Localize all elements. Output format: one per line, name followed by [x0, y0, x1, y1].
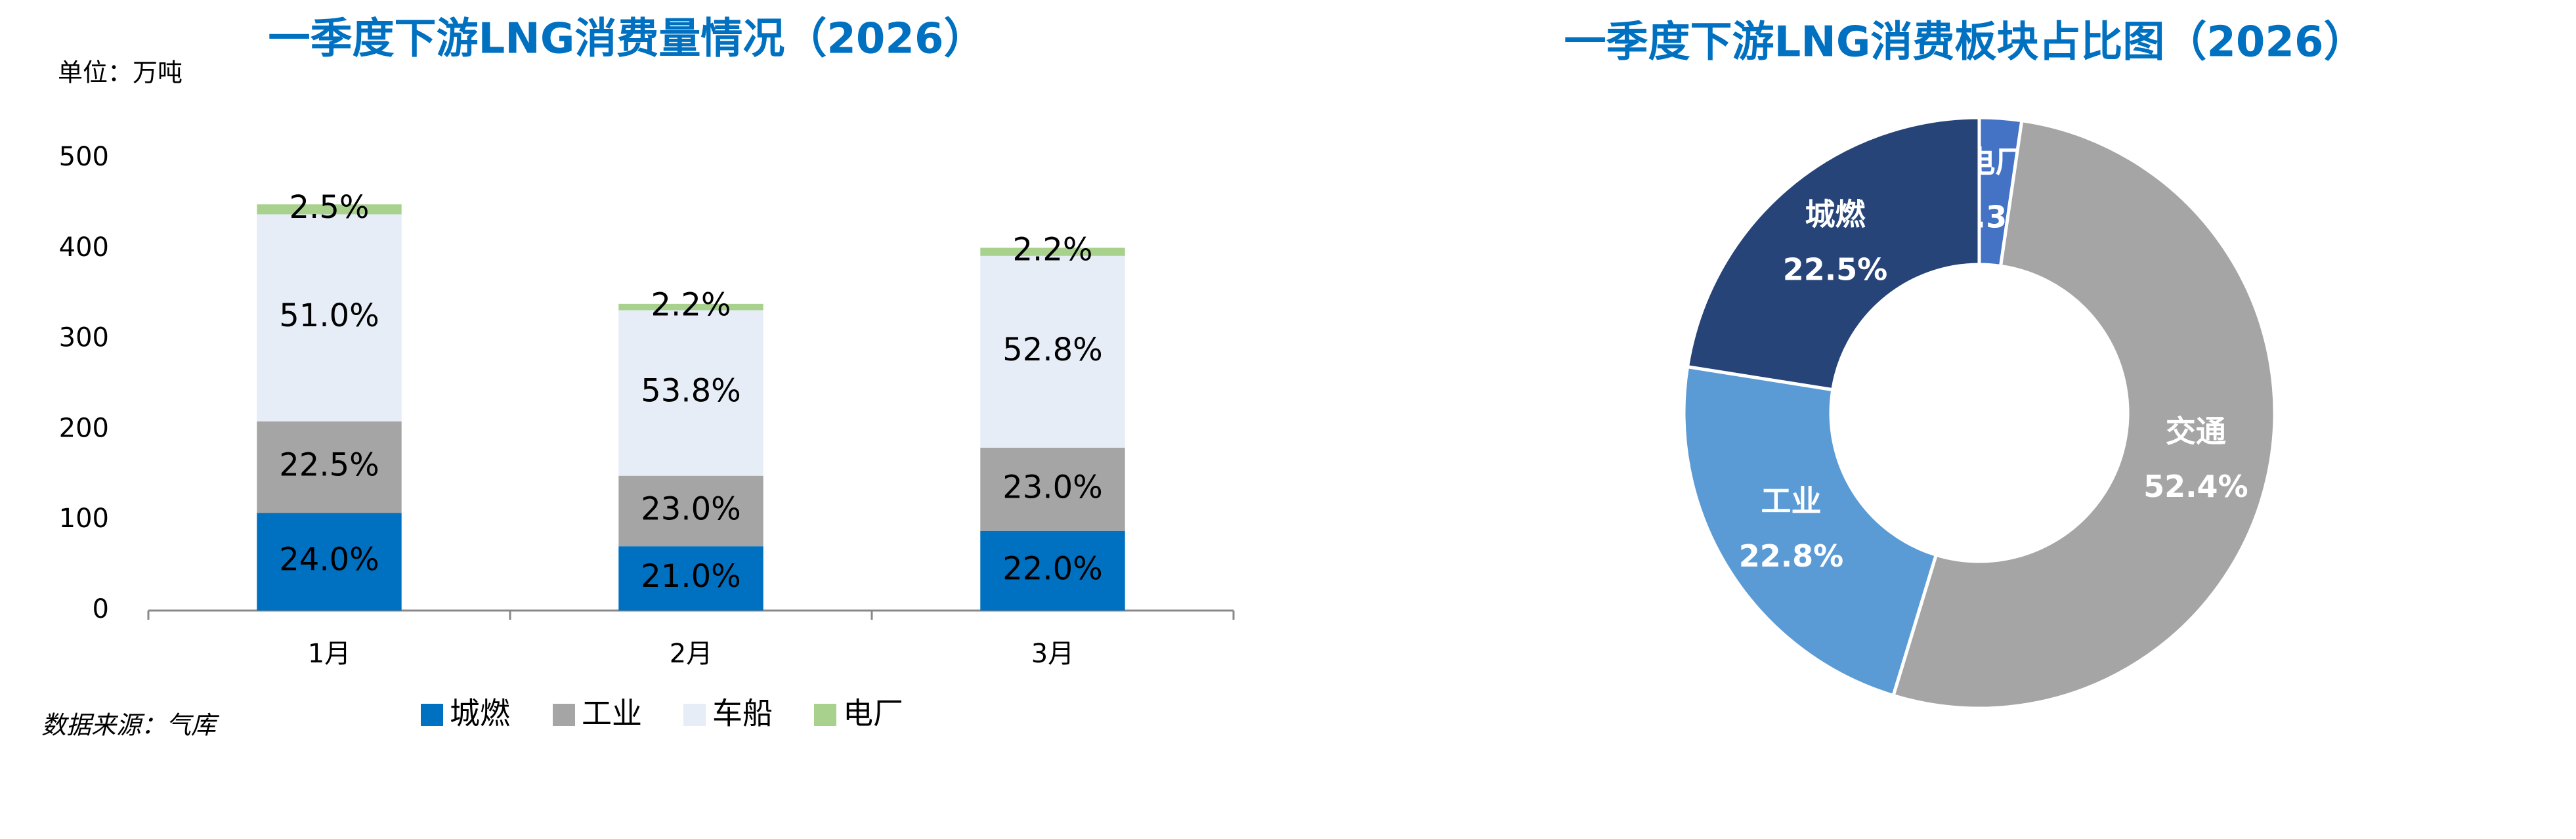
- bar-segment: [980, 447, 1125, 531]
- data-label: 22.0%: [1002, 550, 1102, 587]
- data-label: 22.5%: [1783, 251, 1888, 287]
- slice-label: 工业: [1761, 483, 1821, 519]
- legend-label: 车船: [712, 696, 773, 731]
- data-label: 22.5%: [279, 447, 379, 484]
- data-label: 2.5%: [290, 189, 370, 226]
- data-label: 2.2%: [651, 287, 731, 324]
- data-label: 2.2%: [1013, 232, 1093, 269]
- data-label: 52.8%: [1002, 332, 1102, 368]
- bar-segment: [618, 303, 763, 311]
- chart-title: 一季度下游LNG消费量情况（2026）: [268, 15, 986, 64]
- donut-slice: [1682, 364, 1939, 698]
- y-tick-label: 100: [59, 504, 109, 534]
- legend-label: 城燃: [450, 696, 510, 731]
- x-tick-label: 1月: [308, 639, 351, 669]
- data-label: 22.8%: [1739, 538, 1844, 574]
- data-label: 23.0%: [1002, 469, 1102, 506]
- bar-segment: [618, 475, 763, 547]
- legend-swatch: [421, 704, 443, 726]
- slice-label: 交通: [2166, 414, 2226, 449]
- slice-label: 城燃: [1805, 196, 1866, 232]
- y-tick-label: 200: [59, 413, 109, 443]
- bar-segment: [980, 530, 1125, 611]
- donut-slice: [1891, 118, 2277, 710]
- bar-segment: [980, 255, 1125, 448]
- donut-slice: [1685, 116, 1981, 392]
- data-label: 23.0%: [641, 490, 741, 527]
- y-tick-label: 400: [59, 232, 109, 263]
- bar-segment: [257, 421, 402, 513]
- bar-segment: [257, 204, 402, 215]
- y-tick-label: 500: [59, 142, 109, 172]
- legend-swatch: [814, 704, 836, 726]
- chart-title: 一季度下游LNG消费板块占比图（2026）: [1564, 18, 2366, 67]
- bar-segment: [257, 513, 402, 611]
- unit-label: 单位：万吨: [58, 58, 182, 87]
- x-tick-label: 3月: [1031, 639, 1074, 669]
- data-label: 51.0%: [279, 297, 379, 334]
- bar-segment: [618, 310, 763, 476]
- y-tick-label: 0: [93, 594, 109, 624]
- bar-segment: [257, 214, 402, 421]
- data-label: 21.0%: [641, 558, 741, 595]
- data-label: 53.8%: [641, 373, 741, 410]
- legend-swatch: [683, 704, 706, 726]
- bar-segment: [980, 247, 1125, 256]
- x-tick-label: 2月: [670, 639, 712, 669]
- y-tick-label: 300: [59, 323, 109, 353]
- legend-label: 电厂: [843, 696, 903, 731]
- data-label: 52.4%: [2143, 469, 2248, 504]
- data-label: 24.0%: [279, 542, 379, 578]
- legend-label: 工业: [582, 696, 642, 731]
- legend-swatch: [553, 704, 575, 726]
- bar-segment: [618, 546, 763, 611]
- source-note: 数据来源：气库: [41, 711, 220, 740]
